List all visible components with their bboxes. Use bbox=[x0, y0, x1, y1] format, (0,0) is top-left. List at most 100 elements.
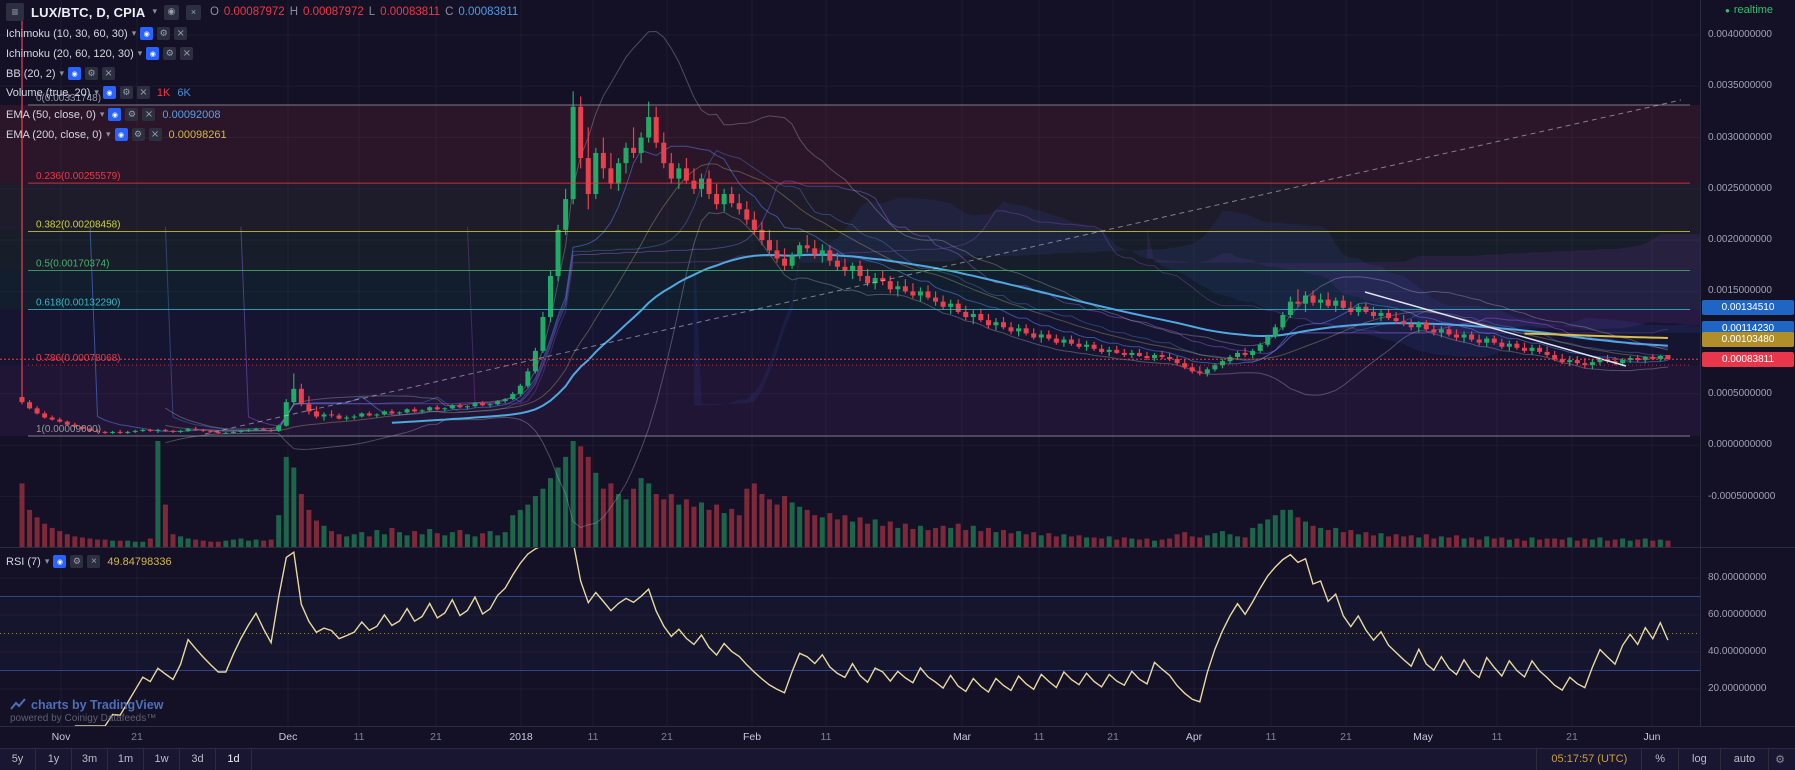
clock[interactable]: 05:17:57 (UTC) bbox=[1536, 749, 1641, 770]
candle bbox=[1370, 311, 1376, 317]
eye-icon[interactable]: ◉ bbox=[102, 86, 116, 99]
eye-icon[interactable]: ◉ bbox=[140, 27, 154, 40]
gear-icon[interactable]: ⚙ bbox=[85, 67, 99, 80]
candle bbox=[404, 409, 410, 413]
price-tick-label: 0.0025000000 bbox=[1708, 182, 1772, 194]
volume-bar bbox=[1242, 537, 1248, 547]
trendline-drawing[interactable] bbox=[204, 99, 1682, 435]
volume-bar bbox=[555, 467, 561, 547]
candle bbox=[993, 322, 999, 326]
pane-separator[interactable] bbox=[0, 547, 1795, 548]
log-scale-button[interactable]: log bbox=[1678, 749, 1720, 770]
volume-bar bbox=[1129, 538, 1135, 547]
close-icon[interactable]: × bbox=[87, 555, 101, 568]
candle bbox=[1114, 349, 1120, 353]
close-icon[interactable]: × bbox=[142, 108, 156, 121]
close-value: 0.00083811 bbox=[458, 6, 519, 18]
price-tick-label: 0.0020000000 bbox=[1708, 234, 1772, 246]
fib-level-label: 0.5(0.00170374) bbox=[36, 259, 109, 270]
auto-scale-button[interactable]: auto bbox=[1719, 749, 1768, 770]
time-tick-label: 11 bbox=[587, 731, 599, 743]
candle bbox=[585, 158, 591, 194]
chevron-down-icon[interactable]: ▾ bbox=[152, 7, 157, 17]
indicator-label[interactable]: Ichimoku (20, 60, 120, 30) bbox=[6, 47, 134, 60]
gear-icon[interactable]: ⚙ bbox=[1768, 749, 1795, 770]
chevron-down-icon[interactable]: ▾ bbox=[99, 109, 105, 120]
volume-bar bbox=[230, 539, 236, 547]
menu-icon[interactable]: ≡ bbox=[6, 3, 24, 21]
gear-icon[interactable]: ⚙ bbox=[163, 47, 177, 60]
visibility-icon[interactable]: ◉ bbox=[163, 4, 179, 20]
range-button-1d[interactable]: 1d bbox=[216, 749, 252, 770]
range-button-5y[interactable]: 5y bbox=[0, 749, 36, 770]
candle bbox=[1106, 349, 1112, 352]
gear-icon[interactable]: ⚙ bbox=[119, 86, 133, 99]
close-icon[interactable]: × bbox=[174, 27, 188, 40]
eye-icon[interactable]: ◉ bbox=[108, 108, 122, 121]
candle bbox=[95, 430, 100, 432]
close-icon[interactable]: × bbox=[102, 67, 116, 80]
volume-bar bbox=[344, 536, 350, 547]
fib-band bbox=[0, 365, 1700, 436]
volume-bar bbox=[419, 534, 425, 547]
volume-bar bbox=[933, 527, 939, 547]
tradingview-credit[interactable]: charts by TradingView bbox=[31, 698, 164, 712]
candle bbox=[766, 240, 772, 251]
chevron-down-icon[interactable]: ▾ bbox=[59, 68, 65, 79]
candle bbox=[1099, 348, 1105, 352]
candle bbox=[902, 286, 908, 292]
trendline-drawing[interactable] bbox=[1364, 291, 1627, 367]
indicator-value: 0.00092008 bbox=[162, 108, 221, 121]
chevron-down-icon[interactable]: ▾ bbox=[131, 28, 137, 39]
candle bbox=[729, 193, 735, 204]
gear-icon[interactable]: ⚙ bbox=[157, 27, 171, 40]
candle bbox=[578, 106, 584, 159]
chevron-down-icon[interactable]: ▾ bbox=[137, 48, 143, 59]
range-button-3d[interactable]: 3d bbox=[180, 749, 216, 770]
gear-icon[interactable]: ⚙ bbox=[70, 555, 84, 568]
volume-bar bbox=[238, 538, 244, 547]
candle bbox=[1016, 328, 1022, 332]
volume-bar bbox=[185, 538, 191, 547]
candle bbox=[1446, 329, 1452, 335]
gear-icon[interactable]: ⚙ bbox=[125, 108, 139, 121]
chart-canvas[interactable]: 0(0.00331748) 0.236(0.00255579) 0.382(0.00… bbox=[0, 0, 1700, 726]
indicator-label[interactable]: EMA (50, close, 0) bbox=[6, 108, 96, 121]
time-axis[interactable]: Nov 21 Dec 11 21 2018 11 21 Feb 11 Mar 11 21 Apr 11 21 M… bbox=[0, 726, 1795, 748]
volume-bar bbox=[804, 509, 810, 547]
candle bbox=[1416, 323, 1422, 328]
close-icon[interactable]: × bbox=[180, 47, 194, 60]
close-icon[interactable]: × bbox=[185, 4, 201, 20]
eye-icon[interactable]: ◉ bbox=[114, 128, 128, 141]
indicator-label[interactable]: BB (20, 2) bbox=[6, 67, 56, 80]
volume-bar bbox=[1287, 509, 1293, 547]
symbol-title[interactable]: LUX/BTC, D, CPIA bbox=[31, 4, 146, 20]
volume-bar bbox=[291, 467, 297, 547]
volume-bar bbox=[1016, 531, 1022, 547]
indicator-label[interactable]: EMA (200, close, 0) bbox=[6, 128, 102, 141]
rsi-indicator-label[interactable]: RSI (7) bbox=[6, 555, 41, 568]
eye-icon[interactable]: ◉ bbox=[53, 555, 67, 568]
chevron-down-icon[interactable]: ▾ bbox=[106, 129, 111, 140]
indicator-label[interactable]: Ichimoku (10, 30, 60, 30) bbox=[6, 27, 128, 40]
close-icon[interactable]: × bbox=[148, 128, 162, 141]
volume-bar bbox=[223, 540, 229, 547]
eye-icon[interactable]: ◉ bbox=[68, 67, 82, 80]
range-button-1y[interactable]: 1y bbox=[36, 749, 72, 770]
volume-bar bbox=[993, 532, 999, 547]
volume-bar bbox=[1340, 532, 1346, 547]
percent-scale-button[interactable]: % bbox=[1641, 749, 1678, 770]
close-icon[interactable]: × bbox=[136, 86, 150, 99]
chevron-down-icon[interactable]: ▾ bbox=[44, 556, 50, 567]
chevron-down-icon[interactable]: ▾ bbox=[94, 87, 99, 98]
range-button-1m[interactable]: 1m bbox=[108, 749, 144, 770]
range-button-1w[interactable]: 1w bbox=[144, 749, 180, 770]
indicator-label[interactable]: Volume (true, 20) bbox=[6, 86, 91, 99]
eye-icon[interactable]: ◉ bbox=[146, 47, 160, 60]
gear-icon[interactable]: ⚙ bbox=[131, 128, 145, 141]
price-axis[interactable]: 0.0040000000 0.0035000000 0.0030000000 0.00… bbox=[1700, 0, 1795, 726]
volume-bar bbox=[57, 531, 63, 547]
volume-bar bbox=[1627, 540, 1633, 547]
time-tick-label: Dec bbox=[278, 731, 298, 743]
range-button-3m[interactable]: 3m bbox=[72, 749, 108, 770]
